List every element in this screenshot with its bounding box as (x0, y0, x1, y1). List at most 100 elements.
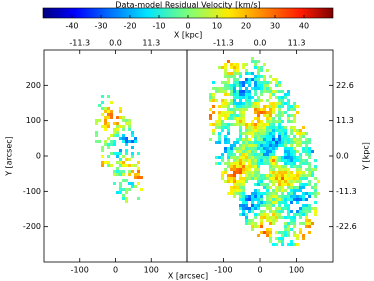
map-pixel (218, 105, 221, 108)
map-pixel (302, 159, 305, 162)
map-pixel (317, 192, 320, 195)
map-pixel (302, 207, 305, 210)
map-pixel (287, 138, 290, 141)
map-pixel (239, 75, 242, 78)
map-pixel (245, 216, 248, 219)
map-pixel (257, 75, 260, 78)
map-pixel (260, 135, 263, 138)
map-pixel (299, 222, 302, 225)
map-pixel (314, 207, 317, 210)
map-pixel (119, 164, 122, 167)
map-pixel (272, 78, 275, 81)
map-pixel (263, 90, 266, 93)
map-pixel (269, 168, 272, 171)
map-pixel (122, 179, 125, 182)
map-pixel (227, 117, 230, 120)
map-pixel (293, 102, 296, 105)
map-pixel (242, 186, 245, 189)
map-pixel (293, 108, 296, 111)
map-pixel (227, 84, 230, 87)
map-pixel (290, 180, 293, 183)
map-pixel (284, 180, 287, 183)
map-pixel (218, 126, 221, 129)
map-pixel (221, 174, 224, 177)
map-pixel (239, 93, 242, 96)
map-pixel (131, 155, 134, 158)
map-pixel (272, 177, 275, 180)
map-pixel (233, 108, 236, 111)
map-pixel (122, 155, 125, 158)
map-pixel (218, 87, 221, 90)
map-pixel (248, 72, 251, 75)
map-pixel (242, 195, 245, 198)
map-pixel (122, 194, 125, 197)
map-pixel (299, 213, 302, 216)
map-pixel (314, 210, 317, 213)
map-pixel (239, 72, 242, 75)
map-pixel (245, 102, 248, 105)
map-pixel (308, 150, 311, 153)
map-pixel (236, 120, 239, 123)
map-pixel (293, 219, 296, 222)
map-pixel (218, 156, 221, 159)
map-pixel (236, 156, 239, 159)
map-pixel (254, 105, 257, 108)
velocity-map-right (209, 57, 320, 246)
map-pixel (293, 180, 296, 183)
map-pixel (260, 144, 263, 147)
map-pixel (299, 135, 302, 138)
map-pixel (113, 182, 116, 185)
map-pixel (272, 111, 275, 114)
map-pixel (221, 123, 224, 126)
map-pixel (287, 168, 290, 171)
map-pixel (287, 213, 290, 216)
map-pixel (275, 105, 278, 108)
colorbar-tick-label: 40 (299, 22, 309, 31)
map-pixel (281, 198, 284, 201)
map-pixel (275, 102, 278, 105)
map-pixel (113, 140, 116, 143)
map-pixel (236, 102, 239, 105)
map-pixel (266, 228, 269, 231)
map-pixel (224, 72, 227, 75)
map-pixel (260, 195, 263, 198)
map-pixel (236, 96, 239, 99)
map-pixel (278, 231, 281, 234)
map-pixel (242, 201, 245, 204)
map-pixel (266, 219, 269, 222)
map-pixel (242, 132, 245, 135)
map-pixel (119, 158, 122, 161)
map-pixel (290, 132, 293, 135)
map-pixel (215, 90, 218, 93)
map-pixel (293, 114, 296, 117)
map-pixel (281, 177, 284, 180)
map-pixel (113, 143, 116, 146)
map-pixel (233, 117, 236, 120)
map-pixel (245, 180, 248, 183)
map-pixel (254, 75, 257, 78)
map-pixel (224, 63, 227, 66)
map-pixel (272, 216, 275, 219)
map-pixel (236, 159, 239, 162)
map-pixel (224, 69, 227, 72)
map-pixel (254, 111, 257, 114)
map-pixel (296, 243, 299, 246)
map-pixel (281, 243, 284, 246)
map-pixel (266, 156, 269, 159)
map-pixel (287, 105, 290, 108)
map-pixel (218, 162, 221, 165)
x2-tick-label: 0.0 (254, 39, 267, 48)
map-pixel (215, 87, 218, 90)
map-pixel (263, 147, 266, 150)
map-pixel (260, 231, 263, 234)
map-pixel (248, 159, 251, 162)
map-pixel (242, 144, 245, 147)
map-pixel (263, 213, 266, 216)
map-pixel (284, 189, 287, 192)
map-pixel (263, 186, 266, 189)
map-pixel (236, 69, 239, 72)
map-pixel (266, 111, 269, 114)
map-pixel (278, 144, 281, 147)
map-pixel (98, 104, 101, 107)
map-pixel (275, 219, 278, 222)
